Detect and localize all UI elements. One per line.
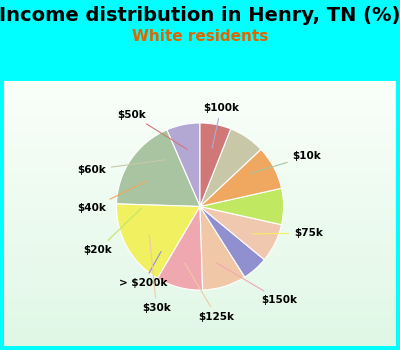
Wedge shape	[167, 123, 200, 206]
Wedge shape	[200, 206, 282, 260]
Wedge shape	[116, 204, 200, 278]
Text: Income distribution in Henry, TN (%): Income distribution in Henry, TN (%)	[0, 6, 400, 25]
Text: $100k: $100k	[203, 103, 239, 148]
Text: $20k: $20k	[84, 209, 141, 255]
Wedge shape	[200, 123, 231, 206]
Wedge shape	[158, 206, 203, 290]
Wedge shape	[200, 188, 284, 225]
Wedge shape	[200, 149, 282, 206]
Text: $150k: $150k	[216, 263, 297, 305]
Wedge shape	[200, 129, 261, 206]
Wedge shape	[200, 206, 264, 277]
Text: > $200k: > $200k	[119, 252, 167, 288]
Text: $30k: $30k	[142, 234, 171, 314]
Text: $50k: $50k	[117, 110, 187, 149]
Text: $10k: $10k	[250, 151, 321, 174]
Wedge shape	[200, 206, 245, 290]
Text: $60k: $60k	[77, 160, 165, 175]
Wedge shape	[116, 130, 200, 206]
Text: $40k: $40k	[77, 181, 147, 213]
Text: $125k: $125k	[185, 263, 235, 322]
Text: $75k: $75k	[252, 228, 323, 238]
Text: White residents: White residents	[132, 29, 268, 44]
Text: City-Data.com: City-Data.com	[253, 83, 323, 92]
